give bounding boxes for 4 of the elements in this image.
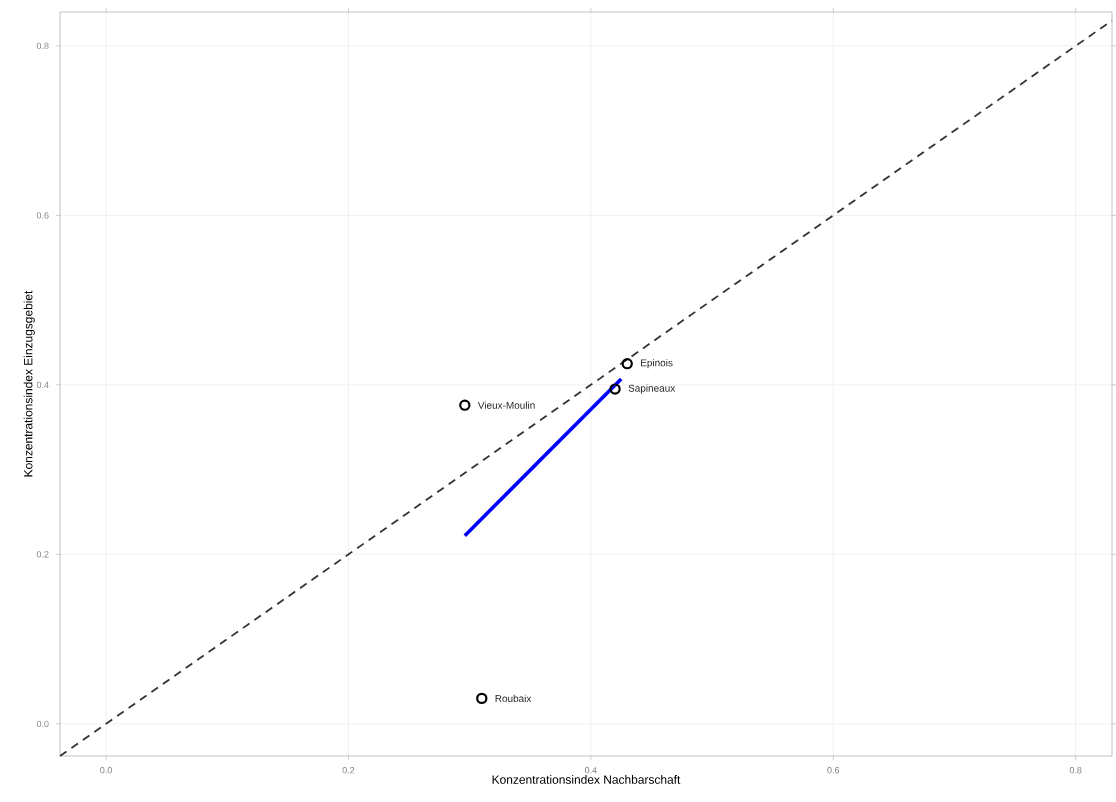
point [459, 399, 471, 411]
point [476, 692, 488, 705]
point [609, 383, 621, 395]
point [621, 357, 633, 370]
